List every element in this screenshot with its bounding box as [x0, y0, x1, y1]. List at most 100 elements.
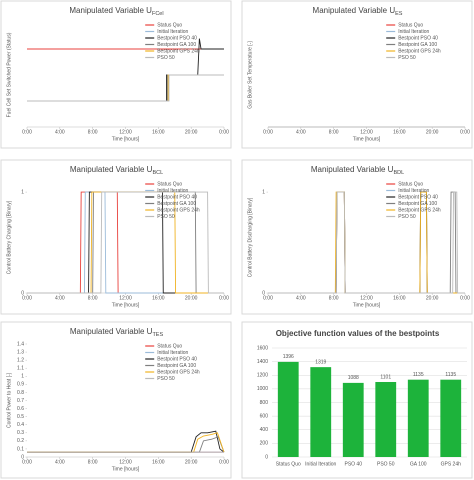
- x-tick-label: 12:00: [119, 129, 132, 135]
- legend-label: PSO 50: [398, 214, 416, 220]
- title-text: Manipulated Variable U: [69, 6, 152, 15]
- value-label: 1396: [283, 354, 294, 360]
- y-tick-label: 0.9: [17, 382, 24, 388]
- x-tick-label: 20:00: [426, 129, 439, 135]
- legend-label: Status Quo: [398, 181, 423, 187]
- x-tick-label: 0:00: [460, 129, 470, 135]
- bar: [440, 379, 462, 457]
- legend-label: Initial Iteration: [398, 188, 429, 194]
- series-line: [27, 191, 224, 294]
- x-tick-label: 16:00: [393, 129, 406, 135]
- bar: [277, 361, 299, 457]
- legend-label: Bestpoint GPS 24h: [157, 207, 200, 213]
- panel: [241, 0, 473, 149]
- x-tick-label: 12:00: [119, 295, 132, 301]
- y-tick-label: 1200: [257, 373, 268, 379]
- legend-label: Status Quo: [157, 22, 182, 28]
- x-tick-label: 8:00: [329, 129, 339, 135]
- legend-label: Bestpoint GA 100: [398, 42, 437, 48]
- series-line: [268, 191, 465, 294]
- legend-label: Bestpoint GA 100: [157, 363, 196, 369]
- legend-label: Initial Iteration: [398, 29, 429, 35]
- x-tick-label: 16:00: [152, 295, 165, 301]
- x-axis-label: Time [hours]: [112, 466, 140, 472]
- y-tick-label: 1.4: [17, 341, 24, 347]
- panel: [0, 159, 232, 315]
- x-tick-label: 8:00: [88, 459, 98, 465]
- x-tick-label: 0:00: [219, 459, 229, 465]
- legend-label: PSO 50: [157, 214, 175, 220]
- y-tick-label: 1: [21, 374, 24, 380]
- value-label: 1135: [413, 372, 424, 378]
- legend-label: Bestpoint GPS 24h: [157, 369, 200, 375]
- legend-label: Initial Iteration: [157, 29, 188, 35]
- x-tick-label: 0:00: [263, 129, 273, 135]
- title-subscript: ES: [395, 11, 403, 17]
- legend-label: Bestpoint PSO 40: [157, 194, 197, 200]
- x-tick-label: 4:00: [55, 295, 65, 301]
- bar: [342, 382, 364, 457]
- y-tick-label: 1400: [257, 359, 268, 365]
- chart-title: Objective function values of the bestpoi…: [276, 329, 440, 338]
- y-axis-label: Gas Boiler Set Temperature [-]: [247, 41, 253, 109]
- legend-label: Status Quo: [157, 181, 182, 187]
- title-text: Manipulated Variable U: [70, 165, 153, 174]
- y-axis-label: Fuel Cell Set Switched Power (Status): [6, 32, 12, 117]
- x-tick-label: 12:00: [360, 129, 373, 135]
- x-tick-label: 4:00: [55, 459, 65, 465]
- y-tick-label: 0.8: [17, 390, 24, 396]
- title-subscript: BCL: [152, 170, 163, 176]
- series-line: [27, 74, 224, 102]
- y-tick-label: 0: [21, 290, 24, 296]
- legend-label: Bestpoint GA 100: [157, 42, 196, 48]
- title-text: Manipulated Variable U: [70, 327, 153, 336]
- title-subscript: FCel: [152, 11, 164, 17]
- x-tick-label: 8:00: [329, 295, 339, 301]
- y-tick-label: 0: [21, 454, 24, 460]
- y-tick-label: 0: [262, 290, 265, 296]
- x-tick-label: Initial Iteration: [305, 461, 336, 467]
- y-tick-label: 0.7: [17, 398, 24, 404]
- x-tick-label: 8:00: [88, 295, 98, 301]
- x-tick-label: 0:00: [22, 129, 32, 135]
- y-axis-label: Control Power to Heat [-]: [6, 372, 12, 428]
- y-tick-label: 0.3: [17, 430, 24, 436]
- x-tick-label: 16:00: [393, 295, 406, 301]
- value-label: 1319: [315, 359, 326, 365]
- title-subscript: TES: [152, 332, 163, 338]
- y-tick-label: 1600: [257, 345, 268, 351]
- x-tick-label: 4:00: [296, 129, 306, 135]
- y-tick-label: 1.3: [17, 349, 24, 355]
- x-tick-label: 0:00: [460, 295, 470, 301]
- y-tick-label: 1.2: [17, 357, 24, 363]
- legend-label: Bestpoint PSO 40: [398, 35, 438, 41]
- value-label: 1135: [445, 372, 456, 378]
- x-tick-label: 16:00: [152, 459, 165, 465]
- legend-label: Bestpoint GPS 24h: [157, 48, 200, 54]
- title-subscript: BDL: [393, 170, 404, 176]
- panel: [241, 159, 473, 315]
- y-tick-label: 400: [260, 427, 269, 433]
- x-axis-label: Time [hours]: [112, 136, 140, 142]
- bar: [407, 379, 429, 457]
- title-text: Manipulated Variable U: [313, 6, 396, 15]
- chart-title: Manipulated Variable UBCL: [70, 165, 163, 176]
- y-tick-label: 0.6: [17, 406, 24, 412]
- y-tick-label: 0: [265, 454, 268, 460]
- chart-title: Manipulated Variable UES: [313, 6, 403, 17]
- x-tick-label: 16:00: [152, 129, 165, 135]
- y-axis-label: Control Battery Charging [Binary]: [6, 200, 12, 274]
- x-tick-label: 0:00: [22, 295, 32, 301]
- legend-label: Bestpoint PSO 40: [157, 356, 197, 362]
- x-tick-label: 12:00: [360, 295, 373, 301]
- x-axis-label: Time [hours]: [353, 302, 381, 308]
- legend-label: PSO 50: [157, 55, 175, 61]
- x-tick-label: GPS 24h: [441, 461, 462, 467]
- y-tick-label: 200: [260, 441, 269, 447]
- x-tick-label: 8:00: [88, 129, 98, 135]
- legend-label: PSO 50: [398, 55, 416, 61]
- y-tick-label: 1: [21, 189, 24, 195]
- legend-label: Status Quo: [398, 22, 423, 28]
- y-tick-label: 1.1: [17, 366, 24, 372]
